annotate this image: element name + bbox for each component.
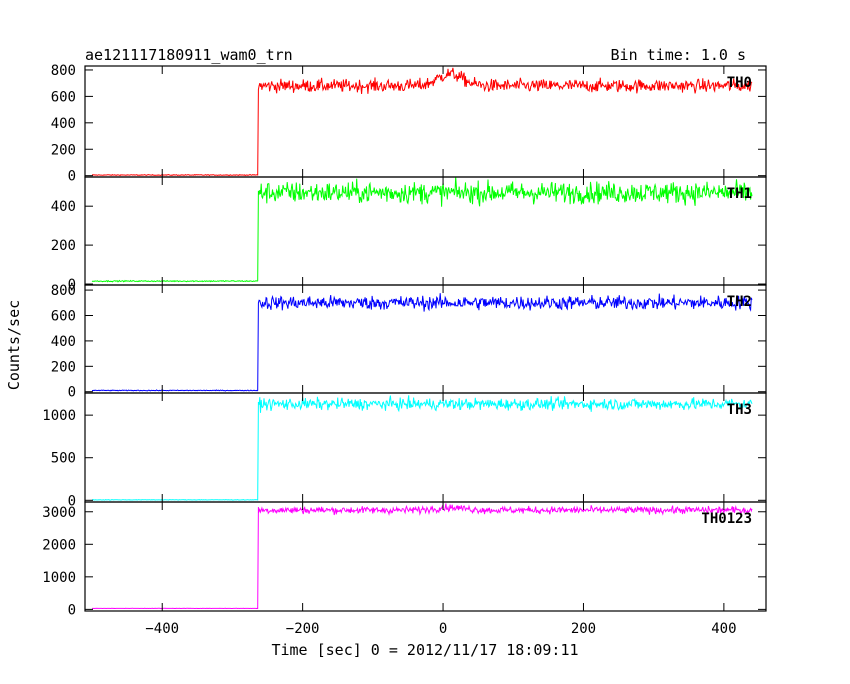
y-tick-label: 1000	[42, 570, 76, 586]
x-tick-label: 400	[711, 621, 736, 637]
panel-label-th3: TH3	[727, 402, 752, 418]
panel-th1: 0 200 400 TH1	[51, 176, 767, 293]
y-tick-label: 1000	[42, 408, 76, 424]
y-tick-label: 400	[51, 116, 76, 132]
y-tick-label: 400	[51, 199, 76, 215]
y-tick-label: 2000	[42, 537, 76, 553]
series-line-th2	[92, 293, 753, 392]
panel-frame	[84, 392, 767, 503]
panel-label-th0123: TH0123	[701, 511, 752, 527]
panel-label-th2: TH2	[727, 294, 752, 310]
panel-label-th0: TH0	[727, 75, 752, 91]
x-tick-label: 0	[439, 621, 447, 637]
y-tick-label: 3000	[42, 505, 76, 521]
x-axis-label: Time [sec] 0 = 2012/11/17 18:09:11	[271, 641, 578, 659]
y-tick-label: 200	[51, 238, 76, 254]
y-tick-label: 0	[68, 169, 76, 185]
series-line-th1	[91, 176, 753, 283]
y-tick-label: 800	[51, 283, 76, 299]
panel-th0: 0 200 400 600 800 TH0	[51, 63, 767, 185]
series-line-th3	[91, 395, 753, 501]
y-tick-label: 600	[51, 89, 76, 105]
y-tick-label: 0	[68, 493, 76, 509]
series-line-th0	[91, 67, 753, 177]
y-tick-label: 0	[68, 277, 76, 293]
y-tick-label: 400	[51, 334, 76, 350]
panel-th3: 0 500 1000 TH3	[42, 392, 767, 509]
panel-th2: 0 200 400 600 800 TH2	[51, 283, 767, 401]
y-tick-label: 0	[68, 385, 76, 401]
x-tick-label: 200	[571, 621, 596, 637]
y-tick-label: 200	[51, 359, 76, 375]
y-tick-label: 500	[51, 451, 76, 467]
chart-title: ae121117180911_wam0_trn	[85, 46, 293, 64]
series-line-th0123	[92, 503, 753, 610]
y-tick-label: 200	[51, 142, 76, 158]
y-tick-label: 800	[51, 63, 76, 79]
y-tick-label: 600	[51, 308, 76, 324]
y-axis-label: Counts/sec	[5, 300, 23, 390]
y-tick-label: 0	[68, 602, 76, 618]
panels-group: 0 200 400 600 800 TH0 0 200 400 TH1 0 200 400 600 800 T…	[42, 63, 767, 637]
panel-label-th1: TH1	[727, 186, 752, 202]
panel-th0123: 0 1000 2000 3000 TH0123	[42, 501, 767, 618]
bin-time-label: Bin time: 1.0 s	[611, 46, 746, 64]
x-tick-label: −200	[286, 621, 320, 637]
x-tick-label: −400	[145, 621, 179, 637]
panel-frame	[84, 501, 767, 612]
